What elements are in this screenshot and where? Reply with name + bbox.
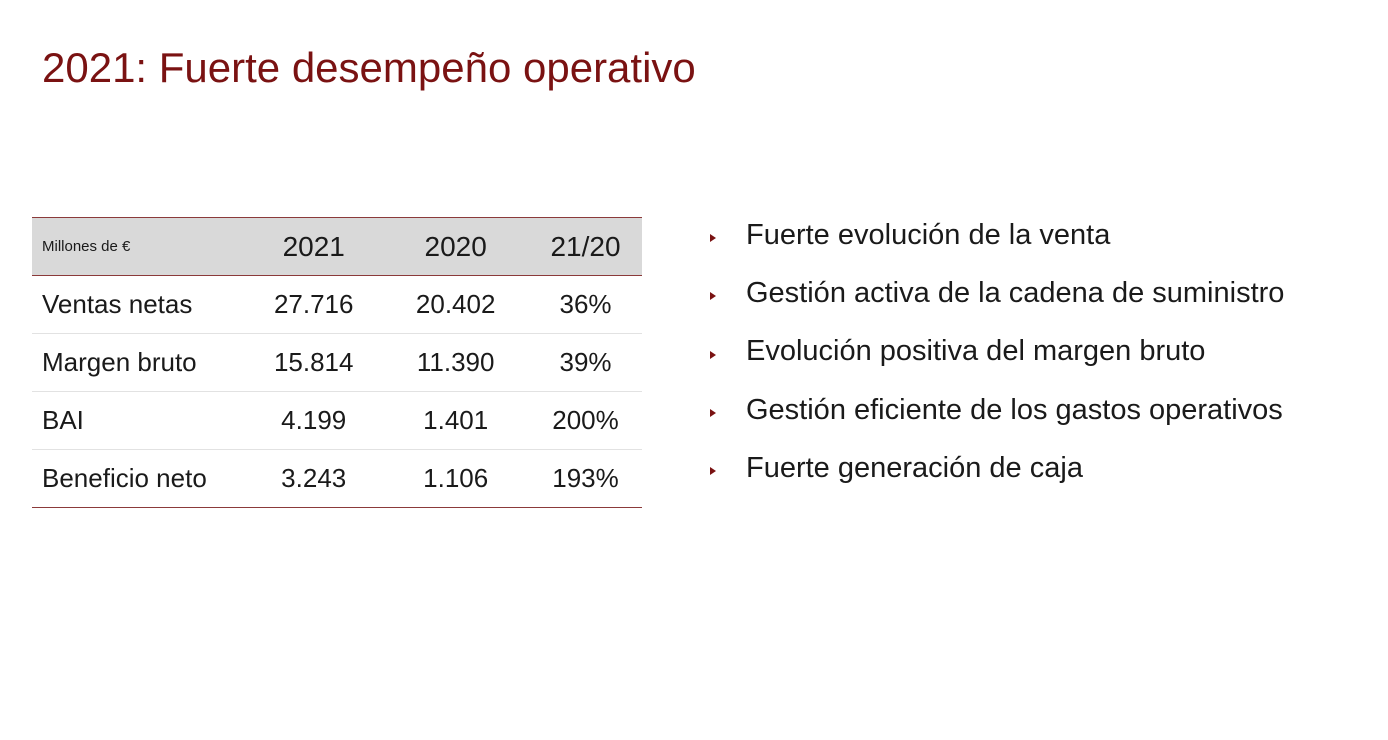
highlight-text: Evolución positiva del margen bruto [746, 335, 1206, 368]
list-item: Evolución positiva del margen bruto [710, 323, 1284, 381]
triangle-bullet-icon [710, 409, 716, 418]
highlights-list: Fuerte evolución de la venta Gestión act… [710, 206, 1284, 497]
unit-label: Millones de € [32, 217, 246, 276]
triangle-bullet-icon [710, 467, 716, 476]
table-row: Margen bruto 15.814 11.390 39% [32, 333, 642, 392]
value-change: 200% [529, 391, 642, 450]
table-row: BAI 4.199 1.401 200% [32, 391, 642, 450]
list-item: Gestión eficiente de los gastos operativ… [710, 381, 1284, 439]
table-row: Ventas netas 27.716 20.402 36% [32, 276, 642, 334]
value-change: 39% [529, 333, 642, 392]
value-2021: 27.716 [273, 289, 354, 319]
triangle-bullet-icon [710, 292, 716, 301]
column-header-change: 21/20 [529, 217, 642, 276]
highlight-text: Fuerte generación de caja [746, 451, 1083, 484]
value-change: 36% [559, 289, 612, 319]
value-2021: 3.243 [245, 449, 383, 508]
list-item: Fuerte generación de caja [710, 439, 1284, 497]
column-header-2021: 2021 [245, 217, 383, 276]
table-header-row: Millones de € 2021 2020 21/20 [32, 217, 642, 276]
row-label: Beneficio neto [32, 449, 246, 508]
value-change: 193% [529, 449, 642, 508]
list-item: Fuerte evolución de la venta [710, 206, 1284, 264]
triangle-bullet-icon [710, 234, 716, 243]
triangle-bullet-icon [710, 350, 716, 359]
value-2020: 20.402 [415, 289, 496, 319]
highlight-text: Gestión eficiente de los gastos operativ… [746, 393, 1283, 426]
page-title: 2021: Fuerte desempeño operativo [42, 44, 696, 91]
value-2020: 1.106 [382, 449, 530, 508]
results-table: Millones de € 2021 2020 21/20 Ventas net… [32, 217, 642, 508]
row-label: Ventas netas [42, 289, 193, 319]
highlight-text: Gestión activa de la cadena de suministr… [746, 276, 1285, 309]
highlight-text: Fuerte evolución de la venta [746, 218, 1111, 251]
value-2020: 11.390 [382, 333, 530, 392]
value-2021: 15.814 [245, 333, 383, 392]
table-row: Beneficio neto 3.243 1.106 193% [32, 449, 642, 508]
list-item: Gestión activa de la cadena de suministr… [710, 264, 1284, 322]
row-label: Margen bruto [32, 333, 246, 392]
column-header-2020: 2020 [382, 217, 530, 276]
value-2020: 1.401 [382, 391, 530, 450]
value-2021: 4.199 [245, 391, 383, 450]
row-label: BAI [32, 391, 246, 450]
